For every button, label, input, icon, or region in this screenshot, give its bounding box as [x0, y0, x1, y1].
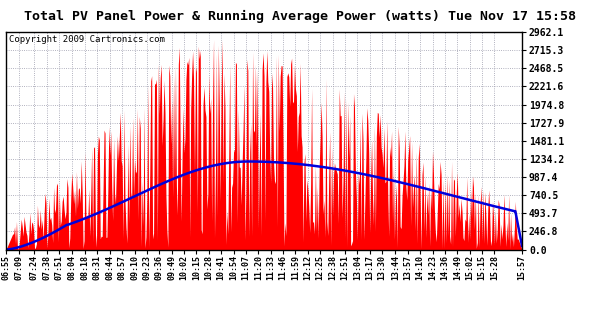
Text: Copyright 2009 Cartronics.com: Copyright 2009 Cartronics.com — [8, 35, 164, 44]
Text: Total PV Panel Power & Running Average Power (watts) Tue Nov 17 15:58: Total PV Panel Power & Running Average P… — [24, 10, 576, 23]
